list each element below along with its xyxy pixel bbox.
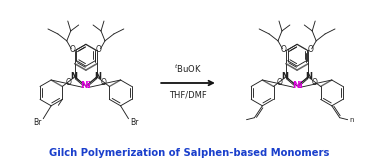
Text: Br: Br [33, 118, 42, 127]
Text: O: O [70, 45, 76, 54]
Text: N: N [282, 72, 288, 81]
Text: Ni: Ni [292, 82, 302, 90]
Text: THF/DMF: THF/DMF [169, 91, 207, 100]
Text: n: n [349, 117, 354, 123]
Text: $^t$BuOK: $^t$BuOK [174, 63, 202, 75]
Text: Gilch Polymerization of Salphen-based Monomers: Gilch Polymerization of Salphen-based Mo… [49, 148, 329, 158]
Text: O: O [96, 45, 102, 54]
Text: N: N [70, 72, 77, 81]
Text: Ni: Ni [81, 82, 91, 90]
Text: O: O [277, 79, 283, 87]
Text: O: O [307, 45, 313, 54]
Text: O: O [311, 79, 318, 87]
Text: O: O [281, 45, 287, 54]
Text: N: N [306, 72, 313, 81]
Text: Br: Br [130, 118, 139, 127]
Text: N: N [94, 72, 102, 81]
Text: O: O [66, 79, 71, 87]
Text: O: O [100, 79, 106, 87]
